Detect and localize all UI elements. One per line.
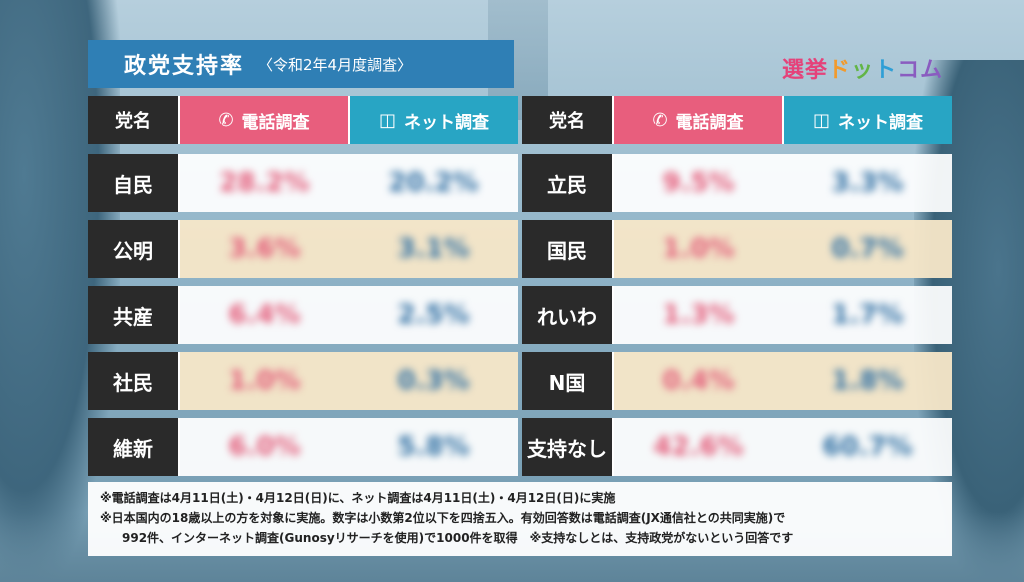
- table-row: 自民 28.2% 20.2%: [88, 154, 518, 212]
- header-phone: ✆ 電話調査: [180, 96, 350, 144]
- support-table-right: 党名 ✆ 電話調査 ◫ ネット調査 立民 9.5% 3.3% 国民 1.0% 0…: [522, 96, 952, 484]
- logo-char: ト: [874, 58, 898, 83]
- logo-char: コム: [897, 58, 944, 83]
- phone-value: 1.0%: [228, 366, 301, 396]
- net-value: 1.7%: [831, 300, 904, 330]
- party-name: れいわ: [522, 286, 614, 344]
- table-row: 維新 6.0% 5.8%: [88, 418, 518, 476]
- page-title: 政党支持率: [124, 54, 245, 79]
- net-value: 60.7%: [822, 432, 913, 462]
- logo-char: ド: [828, 58, 852, 83]
- table-row: N国 0.4% 1.8%: [522, 352, 952, 410]
- logo-char: ッ: [851, 58, 875, 83]
- table-row: 公明 3.6% 3.1%: [88, 220, 518, 278]
- net-value: 3.1%: [397, 234, 470, 264]
- table-row: れいわ 1.3% 1.7%: [522, 286, 952, 344]
- support-table-left: 党名 ✆ 電話調査 ◫ ネット調査 自民 28.2% 20.2% 公明 3.6%…: [88, 96, 518, 484]
- phone-icon: ✆: [652, 109, 668, 131]
- table-row: 社民 1.0% 0.3%: [88, 352, 518, 410]
- header-party: 党名: [522, 96, 614, 144]
- party-name: 自民: [88, 154, 180, 212]
- party-name: 支持なし: [522, 418, 614, 476]
- header-phone: ✆ 電話調査: [614, 96, 784, 144]
- party-name: 立民: [522, 154, 614, 212]
- table-row: 支持なし 42.6% 60.7%: [522, 418, 952, 476]
- phone-value: 1.3%: [662, 300, 735, 330]
- logo-char: 挙: [805, 58, 829, 83]
- header-net: ◫ ネット調査: [350, 96, 518, 144]
- table-row: 国民 1.0% 0.7%: [522, 220, 952, 278]
- phone-value: 28.2%: [219, 168, 310, 198]
- header-net: ◫ ネット調査: [784, 96, 952, 144]
- table-header: 党名 ✆ 電話調査 ◫ ネット調査: [522, 96, 952, 144]
- table-header: 党名 ✆ 電話調査 ◫ ネット調査: [88, 96, 518, 144]
- phone-value: 42.6%: [653, 432, 744, 462]
- table-row: 立民 9.5% 3.3%: [522, 154, 952, 212]
- phone-value: 3.6%: [228, 234, 301, 264]
- header-phone-label: 電話調査: [241, 112, 310, 133]
- header-net-label: ネット調査: [838, 112, 923, 133]
- site-logo[interactable]: 選挙ドットコム: [782, 52, 943, 84]
- title-bar: 政党支持率 〈令和2年4月度調査〉: [88, 40, 514, 88]
- phone-value: 6.4%: [228, 300, 301, 330]
- footnotes: ※電話調査は4月11日(土)・4月12日(日)に、ネット調査は4月11日(土)・…: [88, 482, 952, 556]
- header-net-label: ネット調査: [404, 112, 489, 133]
- phone-icon: ✆: [218, 109, 234, 131]
- party-name: 公明: [88, 220, 180, 278]
- phone-value: 6.0%: [228, 432, 301, 462]
- net-value: 2.5%: [397, 300, 470, 330]
- phone-value: 9.5%: [662, 168, 735, 198]
- smartphone-icon: ◫: [378, 109, 396, 131]
- note-line: ※日本国内の18歳以上の方を対象に実施。数字は小数第2位以下を四捨五入。有効回答…: [100, 511, 786, 525]
- party-name: 国民: [522, 220, 614, 278]
- party-name: 共産: [88, 286, 180, 344]
- note-line: ※電話調査は4月11日(土)・4月12日(日)に、ネット調査は4月11日(土)・…: [100, 491, 616, 505]
- net-value: 0.3%: [397, 366, 470, 396]
- phone-value: 1.0%: [662, 234, 735, 264]
- note-line: 992件、インターネット調査(Gunosyリサーチを使用)で1000件を取得 ※…: [122, 531, 794, 545]
- party-name: N国: [522, 352, 614, 410]
- net-value: 0.7%: [831, 234, 904, 264]
- header-phone-label: 電話調査: [675, 112, 744, 133]
- party-name: 維新: [88, 418, 180, 476]
- net-value: 3.3%: [831, 168, 904, 198]
- smartphone-icon: ◫: [812, 109, 830, 131]
- page-subtitle: 〈令和2年4月度調査〉: [258, 55, 413, 74]
- header-party: 党名: [88, 96, 180, 144]
- logo-char: 選: [782, 58, 806, 83]
- net-value: 20.2%: [388, 168, 479, 198]
- net-value: 1.8%: [831, 366, 904, 396]
- table-row: 共産 6.4% 2.5%: [88, 286, 518, 344]
- phone-value: 0.4%: [662, 366, 735, 396]
- party-name: 社民: [88, 352, 180, 410]
- net-value: 5.8%: [397, 432, 470, 462]
